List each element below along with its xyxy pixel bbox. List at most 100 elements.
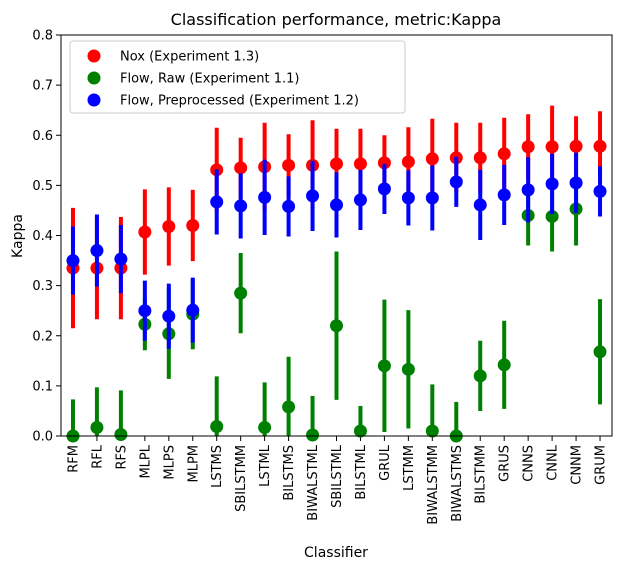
data-point <box>521 183 535 197</box>
y-tick-label: 0.2 <box>32 329 53 344</box>
data-point <box>377 182 391 196</box>
data-point <box>377 359 391 373</box>
legend-marker <box>87 49 101 63</box>
data-point <box>449 175 463 189</box>
y-tick-label: 0.0 <box>32 430 53 445</box>
data-point <box>114 427 128 441</box>
data-point <box>401 362 415 376</box>
x-tick-label: BIWALSTMS <box>450 445 465 522</box>
data-point <box>210 419 224 433</box>
data-point <box>162 309 176 323</box>
data-point <box>330 319 343 333</box>
x-tick-label: RFS <box>114 445 129 470</box>
data-point <box>90 420 104 434</box>
x-tick-label: BIWALSTML <box>306 444 321 520</box>
x-tick-label: LSTMM <box>402 445 417 491</box>
y-tick-label: 0.7 <box>32 79 53 94</box>
y-axis-label: Kappa <box>10 214 26 258</box>
data-point <box>593 345 607 359</box>
data-point <box>497 358 511 372</box>
x-tick-label: BIWALSTMM <box>426 445 441 525</box>
data-point <box>258 420 272 434</box>
x-tick-label: MLPL <box>138 444 153 478</box>
legend-label: Flow, Raw (Experiment 1.1) <box>120 72 299 87</box>
y-tick-label: 0.4 <box>32 229 53 244</box>
data-point <box>330 157 343 171</box>
data-point <box>66 254 80 268</box>
data-point <box>258 190 272 204</box>
chart-title: Classification performance, metric:Kappa <box>171 10 502 29</box>
data-point <box>138 225 152 239</box>
data-point <box>377 156 391 170</box>
data-point <box>234 286 248 300</box>
data-point <box>473 151 487 165</box>
x-tick-label: BILSTMS <box>282 445 297 501</box>
data-point <box>401 191 415 205</box>
legend-label: Flow, Preprocessed (Experiment 1.2) <box>120 94 359 109</box>
data-point <box>593 184 607 198</box>
legend: Nox (Experiment 1.3) Flow, Raw (Experimen… <box>69 40 406 114</box>
data-point <box>282 199 296 213</box>
x-tick-label: MLPS <box>162 445 177 480</box>
data-point <box>545 177 559 191</box>
data-point <box>114 252 128 266</box>
data-point <box>186 303 200 317</box>
y-tick-label: 0.3 <box>32 279 53 294</box>
x-tick-label: BILSTML <box>354 444 369 499</box>
legend-label: Nox (Experiment 1.3) <box>120 50 259 65</box>
data-point <box>353 193 367 207</box>
legend-marker <box>87 71 101 85</box>
x-tick-label: RFM <box>66 445 81 473</box>
data-point <box>186 218 200 232</box>
data-point <box>353 157 367 171</box>
plot-area: 0.0 0.1 0.2 0.3 0.4 0.5 0.6 0.7 0.8 RFM RFL RFS MLPL… <box>32 29 608 525</box>
data-point <box>497 147 511 161</box>
x-tick-label: GRUL <box>378 444 393 481</box>
data-point <box>497 188 511 202</box>
data-point <box>90 244 104 258</box>
data-point <box>425 152 439 166</box>
data-point <box>569 176 583 190</box>
x-tick-label: RFL <box>90 444 105 469</box>
data-point <box>234 199 248 213</box>
data-point <box>569 139 583 153</box>
x-tick-label: GRUS <box>498 445 513 482</box>
plot-frame <box>60 34 613 437</box>
data-point <box>353 424 367 438</box>
data-point <box>473 369 487 383</box>
data-point <box>545 209 559 223</box>
x-tick-label: GRUM <box>594 445 609 485</box>
data-point <box>306 428 320 442</box>
y-tick-label: 0.5 <box>32 179 53 194</box>
x-tick-label: LSTMS <box>210 445 225 488</box>
x-tick-label: LSTML <box>258 444 273 487</box>
data-point <box>306 189 320 203</box>
data-point <box>425 191 439 205</box>
data-point <box>282 158 296 172</box>
x-tick-label: CNNM <box>570 445 585 485</box>
x-tick-label: BILSTMM <box>474 445 489 504</box>
data-point <box>162 219 176 233</box>
data-point <box>593 139 607 153</box>
legend-box <box>69 40 406 114</box>
x-tick-label: CNNL <box>546 444 561 481</box>
data-point <box>521 140 535 154</box>
x-tick-label: SBILSTMM <box>234 445 249 512</box>
data-point <box>330 198 343 212</box>
x-axis-label: Classifier <box>304 545 368 561</box>
x-tick-label: SBILSTML <box>330 444 345 508</box>
data-point <box>282 400 296 414</box>
data-point <box>545 140 559 154</box>
x-tick-label: CNNS <box>522 445 537 482</box>
y-tick-label: 0.8 <box>32 29 53 44</box>
y-tick-label: 0.1 <box>32 379 53 394</box>
data-point <box>210 195 224 209</box>
legend-marker <box>87 93 101 107</box>
x-tick-label: MLPM <box>186 445 201 483</box>
data-point <box>473 198 487 212</box>
data-point <box>234 161 248 175</box>
data-point <box>425 424 439 438</box>
data-point <box>138 304 152 318</box>
data-point <box>401 155 415 169</box>
